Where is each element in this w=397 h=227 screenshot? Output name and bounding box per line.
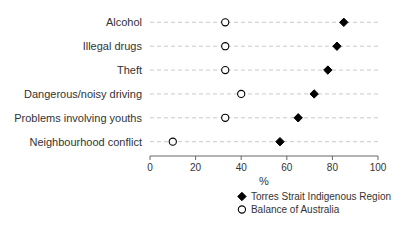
x-tick-label: 0 xyxy=(147,162,153,173)
y-tick-label: Neighbourhood conflict xyxy=(29,136,142,148)
dot xyxy=(222,114,229,121)
chart-container: Neighbourhood conflict Problems involving… xyxy=(0,0,397,227)
legend-marker xyxy=(238,192,246,200)
dot xyxy=(222,43,229,50)
chart: Neighbourhood conflict Problems involving… xyxy=(0,0,397,227)
y-tick-label: Illegal drugs xyxy=(83,40,143,52)
dot xyxy=(169,138,176,145)
x-axis-line xyxy=(150,156,378,157)
dot xyxy=(222,19,229,26)
x-tick-label: 100 xyxy=(370,162,387,173)
y-tick-label: Dangerous/noisy driving xyxy=(24,88,142,100)
x-tick-label: 40 xyxy=(236,162,248,173)
x-axis-label: % xyxy=(259,175,269,187)
grid-line xyxy=(150,141,378,142)
legend-label: Balance of Australia xyxy=(251,204,340,215)
x-tick xyxy=(286,156,287,160)
dot xyxy=(276,137,284,145)
dot xyxy=(238,90,245,97)
y-tick-label: Problems involving youths xyxy=(14,112,142,124)
x-tick-label: 80 xyxy=(327,162,339,173)
x-tick xyxy=(332,156,333,160)
x-tick xyxy=(195,156,196,160)
legend: Torres Strait Indigenous Region Balance o… xyxy=(238,191,391,215)
dot xyxy=(310,90,318,98)
grid-line xyxy=(150,93,378,94)
dot xyxy=(294,114,302,122)
x-tick-label: 60 xyxy=(281,162,293,173)
y-tick-label: Alcohol xyxy=(106,16,142,28)
dot xyxy=(222,66,229,73)
dot xyxy=(324,66,332,74)
grid-line xyxy=(150,70,378,71)
legend-label: Torres Strait Indigenous Region xyxy=(251,191,391,202)
plot-area xyxy=(169,18,348,146)
grid-line xyxy=(150,117,378,118)
x-tick xyxy=(241,156,242,160)
x-tick xyxy=(378,156,379,160)
x-tick xyxy=(150,156,151,160)
grid-line xyxy=(150,46,378,47)
dot xyxy=(340,18,348,26)
dot xyxy=(333,42,341,50)
y-tick-label: Theft xyxy=(117,64,142,76)
x-tick-label: 20 xyxy=(190,162,202,173)
legend-marker xyxy=(238,206,245,213)
